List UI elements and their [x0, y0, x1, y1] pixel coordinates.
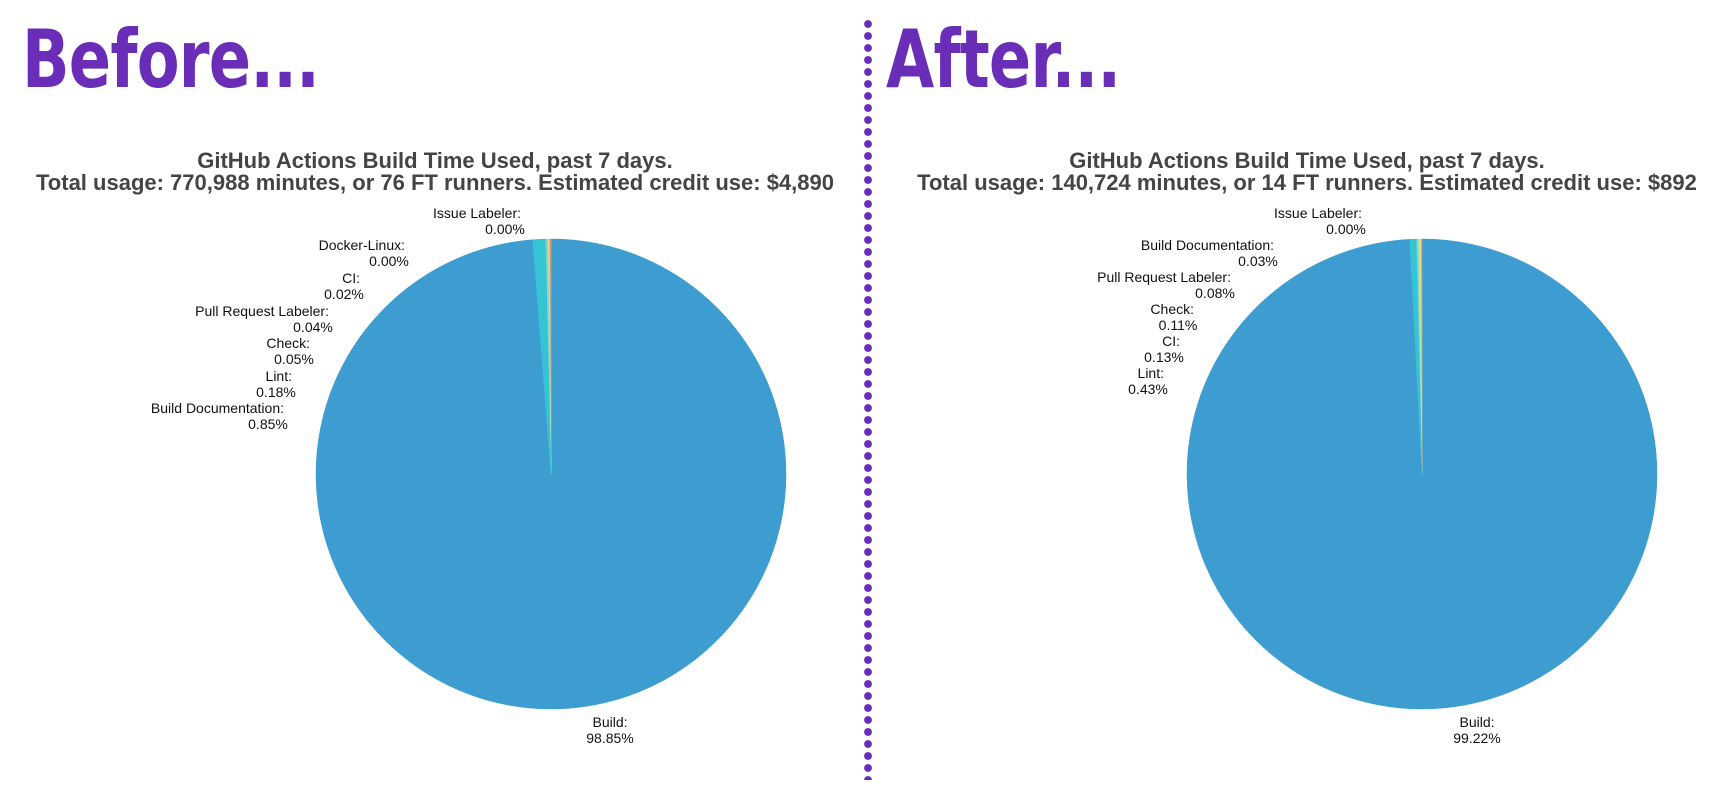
slice-label-lint: Lint: 0.18% — [256, 368, 296, 400]
slice-label-ci: CI: 0.13% — [1144, 333, 1184, 365]
pie-chart-after: GitHub Actions Build Time Used, past 7 d… — [917, 148, 1697, 746]
panel-before: GitHub Actions Build Time Used, past 7 d… — [0, 0, 864, 800]
slice-label-ci: CI: 0.02% — [324, 270, 364, 302]
slice-label-build: Build: 98.85% — [586, 714, 633, 746]
chart-subtitle: Total usage: 140,724 minutes, or 14 FT r… — [917, 170, 1697, 195]
slice-label-docker-linux: Docker-Linux: 0.00% — [319, 237, 409, 269]
panel-after: GitHub Actions Build Time Used, past 7 d… — [872, 0, 1729, 800]
chart-title: GitHub Actions Build Time Used, past 7 d… — [1069, 148, 1545, 173]
slice-label-issue-labeler: Issue Labeler: 0.00% — [433, 205, 525, 237]
pie-slice-build-documentation — [532, 238, 552, 475]
slice-label-issue-labeler: Issue Labeler: 0.00% — [1274, 205, 1366, 237]
slice-label-check: Check: 0.05% — [266, 335, 313, 367]
pie-chart-before: GitHub Actions Build Time Used, past 7 d… — [36, 148, 834, 746]
pie-slice-lint — [1409, 238, 1423, 475]
dotted-divider — [864, 20, 872, 780]
chart-title: GitHub Actions Build Time Used, past 7 d… — [197, 148, 673, 173]
slice-label-pull-request-labeler: Pull Request Labeler: 0.04% — [195, 303, 333, 335]
slice-label-pull-request-labeler: Pull Request Labeler: 0.08% — [1097, 269, 1235, 301]
slice-label-lint: Lint: 0.43% — [1128, 365, 1168, 397]
slice-label-check: Check: 0.11% — [1150, 301, 1197, 333]
heading-after: After... — [886, 13, 1121, 106]
slice-label-build-documentation: Build Documentation: 0.85% — [151, 400, 288, 432]
slice-label-build: Build: 99.22% — [1453, 714, 1500, 746]
slice-label-build-documentation: Build Documentation: 0.03% — [1141, 237, 1278, 269]
chart-subtitle: Total usage: 770,988 minutes, or 76 FT r… — [36, 170, 834, 195]
heading-before: Before... — [22, 13, 320, 106]
